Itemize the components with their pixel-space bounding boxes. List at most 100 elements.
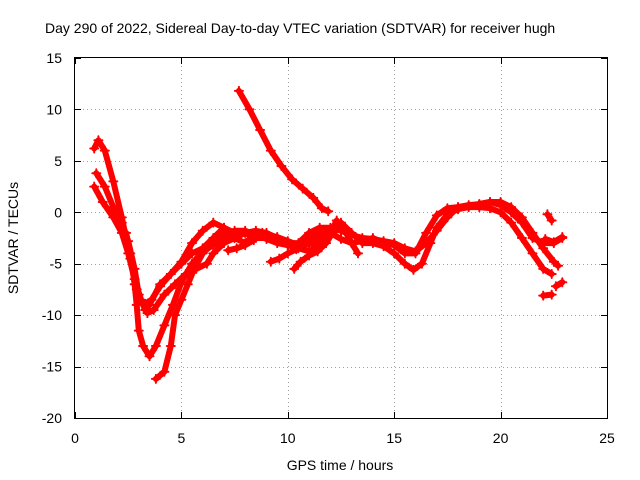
series-track-m: [540, 232, 568, 248]
data-point: [548, 256, 559, 267]
data-point: [89, 181, 100, 192]
data-point: [131, 299, 142, 310]
data-point: [548, 237, 559, 248]
data-point: [327, 227, 338, 238]
series-track-l: [542, 209, 557, 226]
data-point: [542, 209, 553, 220]
data-point: [272, 238, 283, 249]
data-point: [255, 125, 266, 135]
data-point: [187, 238, 197, 249]
data-point: [261, 234, 272, 244]
data-point: [223, 245, 234, 256]
data-point: [538, 263, 549, 274]
data-point: [463, 200, 474, 211]
data-point: [144, 299, 155, 310]
data-point: [331, 215, 342, 226]
data-point: [546, 289, 557, 300]
data-point: [89, 143, 100, 154]
x-tick-label: 10: [280, 430, 296, 446]
data-point: [121, 227, 132, 238]
data-point: [291, 244, 302, 255]
data-point: [93, 135, 104, 146]
data-point: [287, 174, 298, 185]
series-track-f: [233, 85, 334, 217]
series-track-k: [550, 277, 568, 292]
data-point: [312, 246, 323, 257]
data-point: [208, 248, 219, 259]
data-point: [410, 246, 421, 257]
data-point: [108, 212, 119, 223]
data-point: [133, 325, 144, 336]
data-point: [421, 227, 432, 238]
data-point: [333, 220, 344, 231]
data-point: [553, 260, 564, 271]
data-point: [176, 277, 187, 288]
data-point: [108, 176, 119, 187]
data-point: [321, 238, 332, 249]
data-point: [208, 217, 219, 228]
x-tick-label: 20: [493, 430, 509, 446]
data-point: [323, 206, 334, 217]
data-point: [125, 248, 136, 259]
data-point: [474, 199, 485, 210]
data-point: [557, 277, 568, 288]
data-point: [550, 281, 561, 292]
data-point: [274, 253, 285, 264]
data-point: [295, 256, 306, 267]
data-point: [308, 238, 319, 249]
data-point: [148, 305, 159, 315]
data-point: [91, 168, 102, 179]
y-tick-label: -10: [42, 307, 62, 323]
data-point: [516, 212, 527, 223]
data-point: [289, 263, 300, 274]
data-point: [399, 243, 410, 254]
data-point: [453, 202, 463, 213]
series-track-g: [223, 227, 268, 256]
data-series: [89, 85, 568, 384]
data-point: [506, 202, 517, 213]
data-point: [159, 320, 170, 331]
data-point: [144, 351, 155, 362]
data-point: [257, 227, 268, 238]
y-tick-label: 10: [46, 101, 62, 117]
y-tick-label: -15: [42, 359, 62, 375]
data-point: [431, 210, 442, 221]
data-point: [244, 104, 255, 115]
data-point: [540, 234, 551, 244]
data-point: [208, 238, 219, 249]
data-point: [108, 202, 119, 213]
data-point: [316, 203, 327, 214]
data-point: [357, 233, 368, 243]
chart-title: Day 290 of 2022, Sidereal Day-to-day VTE…: [45, 20, 555, 36]
data-point: [442, 212, 453, 223]
data-point: [557, 232, 568, 242]
data-point: [170, 310, 180, 321]
data-point: [538, 243, 549, 254]
data-point: [538, 290, 549, 301]
data-point: [240, 225, 251, 236]
x-tick-label: 0: [71, 430, 79, 446]
data-point: [367, 234, 378, 244]
data-point: [408, 264, 419, 275]
data-point: [219, 227, 229, 238]
series-track-j: [538, 289, 557, 301]
data-point: [527, 227, 538, 238]
data-point: [546, 269, 557, 279]
data-point: [389, 248, 400, 259]
data-point: [176, 294, 187, 305]
data-point: [197, 248, 208, 259]
data-point: [276, 161, 287, 171]
data-point: [282, 248, 293, 259]
data-point: [165, 269, 176, 279]
y-tick-label: 15: [46, 50, 62, 66]
x-tick-label: 15: [386, 430, 402, 446]
data-point: [314, 222, 325, 233]
data-point: [150, 373, 161, 384]
series-track-i: [289, 220, 344, 274]
axis-ticks: 0 5 10 15 20 25 -20 -15 -10 -5 0 5 10 15: [42, 50, 615, 446]
y-axis-label: SDTVAR / TECUs: [5, 182, 21, 294]
data-point: [282, 240, 293, 251]
data-point: [167, 299, 178, 310]
data-point: [485, 197, 495, 207]
data-point: [378, 236, 389, 247]
